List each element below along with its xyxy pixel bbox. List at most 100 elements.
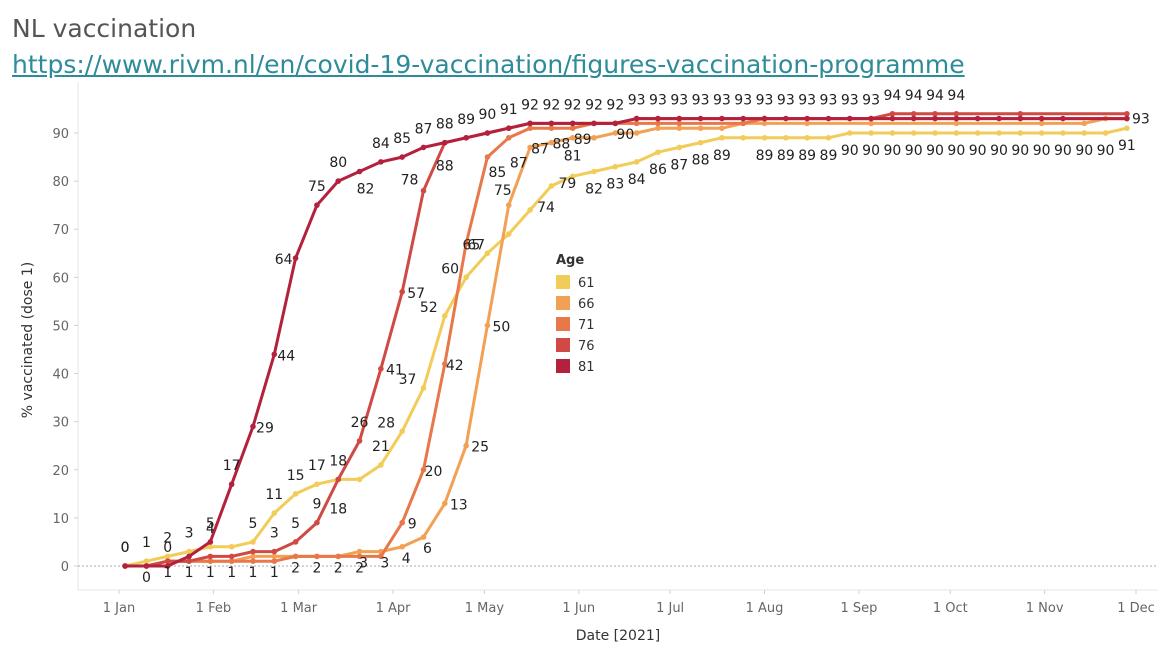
data-label: 64 — [275, 252, 293, 268]
data-point — [825, 115, 832, 122]
data-label: 28 — [377, 415, 395, 431]
data-label: 74 — [537, 200, 555, 216]
data-point — [655, 149, 661, 156]
data-point — [271, 351, 278, 358]
data-point — [932, 130, 938, 136]
data-label: 1 — [227, 565, 236, 581]
data-point — [484, 130, 491, 136]
legend-swatch — [556, 317, 570, 331]
legend-item-81[interactable]: 81 — [556, 359, 595, 375]
legend-item-66[interactable]: 66 — [556, 296, 595, 312]
legend-item-71[interactable]: 71 — [556, 317, 595, 333]
data-label: 94 — [926, 88, 944, 104]
legend-item-76[interactable]: 76 — [556, 338, 595, 354]
data-point — [569, 120, 576, 127]
data-label: 90 — [616, 127, 634, 143]
data-point — [655, 120, 661, 127]
data-label: 41 — [386, 363, 404, 379]
data-label: 9 — [408, 517, 417, 533]
data-label: 15 — [287, 468, 305, 484]
data-label: 89 — [713, 148, 731, 164]
data-label: 11 — [265, 487, 283, 503]
data-point — [442, 361, 448, 367]
data-point — [505, 125, 512, 131]
data-point — [868, 120, 874, 127]
data-label: 67 — [467, 238, 485, 254]
data-label: 89 — [756, 148, 774, 164]
data-label: 89 — [820, 148, 838, 164]
data-label: 89 — [777, 148, 795, 164]
x-tick-label: 1 Dec — [1117, 601, 1155, 616]
data-point — [250, 558, 256, 564]
data-point — [250, 539, 256, 545]
data-point — [761, 120, 768, 127]
data-label: 93 — [798, 93, 816, 109]
data-label: 2 — [312, 560, 321, 576]
y-tick-label: 90 — [52, 127, 69, 142]
data-label: 4 — [206, 521, 215, 537]
data-point — [910, 115, 917, 122]
x-tick-label: 1 Jan — [103, 601, 135, 616]
data-label: 88 — [436, 159, 454, 175]
y-tick-label: 70 — [52, 223, 69, 238]
legend-swatch — [556, 296, 570, 310]
data-label: 37 — [399, 372, 417, 388]
data-point — [910, 110, 917, 117]
data-point — [953, 110, 960, 117]
data-label: 0 — [142, 570, 151, 586]
data-point — [186, 548, 192, 555]
data-label: 92 — [521, 97, 539, 113]
data-label: 65 — [463, 237, 481, 253]
data-point — [591, 120, 597, 127]
data-label: 80 — [329, 155, 347, 171]
data-label: 1 — [142, 535, 151, 551]
data-point — [356, 438, 363, 444]
data-point — [889, 130, 896, 136]
data-point — [974, 115, 981, 122]
data-label: 93 — [628, 93, 646, 109]
data-point — [569, 173, 576, 180]
data-point — [1038, 130, 1045, 136]
data-label: 1 — [185, 565, 194, 581]
plot-area — [77, 82, 1158, 591]
data-point — [399, 428, 405, 435]
data-label: 93 — [862, 93, 880, 109]
data-label: 60 — [441, 261, 459, 277]
data-point — [420, 466, 427, 473]
data-point — [676, 144, 683, 151]
data-label: 5 — [291, 516, 300, 532]
data-label: 3 — [185, 526, 194, 542]
data-point — [953, 115, 960, 122]
data-point — [719, 115, 725, 122]
data-label: 18 — [329, 501, 347, 517]
data-point — [676, 120, 683, 127]
data-point — [292, 491, 299, 497]
data-point — [505, 202, 512, 208]
data-label: 86 — [649, 162, 667, 178]
data-point — [271, 558, 278, 564]
data-point — [484, 250, 491, 257]
x-tick-label: 1 Nov — [1026, 601, 1064, 616]
data-point — [868, 130, 874, 136]
data-label: 91 — [500, 102, 518, 118]
data-label: 90 — [926, 143, 944, 159]
data-label: 93 — [777, 93, 795, 109]
y-tick-label: 50 — [52, 319, 69, 334]
data-point — [804, 115, 810, 122]
source-link[interactable]: https://www.rivm.nl/en/covid-19-vaccinat… — [12, 50, 965, 79]
data-point — [399, 288, 405, 295]
data-point — [356, 553, 363, 560]
series-line-66 — [123, 117, 1129, 568]
x-axis: 1 Jan 1 Feb 1 Mar 1 Apr 1 May 1 Jun 1 Jul 1 Aug… — [103, 590, 1155, 616]
data-point — [378, 553, 384, 560]
data-point — [633, 130, 640, 136]
data-point — [356, 548, 363, 555]
legend-item-61[interactable]: 61 — [556, 275, 595, 291]
data-label: 87 — [510, 155, 528, 171]
series-line-81 — [123, 117, 1129, 568]
data-label: 90 — [1011, 143, 1029, 159]
data-point — [1038, 115, 1045, 122]
data-point — [740, 120, 747, 127]
data-label: 81 — [564, 148, 582, 164]
